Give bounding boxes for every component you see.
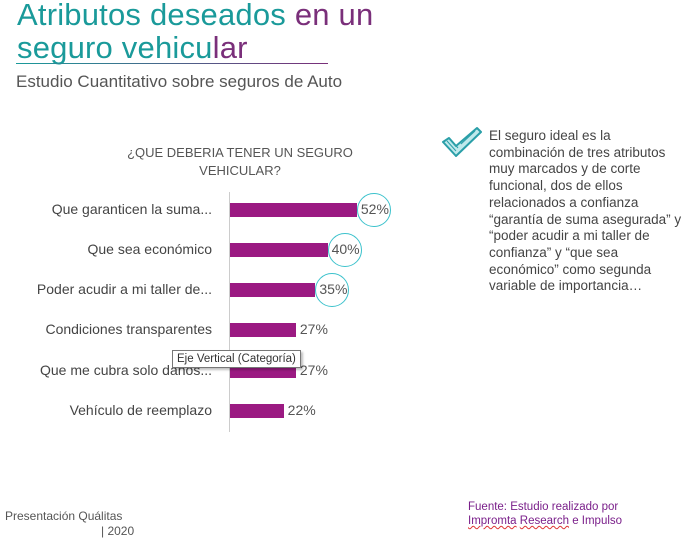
footer-text: Presentación Quálitas (5, 509, 123, 523)
footer-year: | 2020 (101, 524, 135, 538)
category-label: Que garanticen la suma... (51, 201, 212, 217)
vertical-axis[interactable] (229, 192, 230, 432)
bar[interactable] (230, 404, 284, 418)
bar[interactable] (230, 283, 316, 297)
source-text: Research (519, 515, 569, 527)
title-part: lar (212, 30, 248, 65)
source-text: Impromta (468, 515, 517, 527)
bar[interactable] (230, 243, 328, 257)
footer-presentation: Presentación Quálitas | 2020 (5, 509, 134, 539)
category-label: Que sea económico (87, 241, 212, 257)
bar[interactable] (230, 323, 296, 337)
highlight-circle (327, 233, 362, 267)
category-label: Que me cubra solo daños... (40, 362, 212, 378)
source-text: Fuente: Estudio realizado por (468, 501, 619, 513)
chart-title: ¿QUE DEBERIA TENER UN SEGURO VEHICULAR? (127, 145, 353, 178)
title-part: en un (294, 0, 374, 32)
category-label: Condiciones transparentes (45, 321, 212, 337)
subtitle: Estudio Cuantitativo sobre seguros de Au… (16, 72, 343, 91)
title-underline (16, 63, 328, 64)
bar[interactable] (230, 203, 357, 217)
data-label: 27% (299, 362, 328, 378)
highlight-circle (315, 273, 350, 307)
insight-text: El seguro ideal es la combinación de tre… (489, 128, 682, 294)
category-label: Poder acudir a mi taller de... (36, 281, 212, 297)
title-part: Atributos deseados (17, 0, 295, 32)
checkmark-icon (442, 127, 482, 157)
data-label: 27% (299, 321, 328, 337)
category-label: Vehículo de reemplazo (69, 402, 212, 418)
source-text: e Impulso (569, 515, 623, 527)
footer-source: Fuente: Estudio realizado por Impromta Re… (468, 500, 622, 528)
highlight-circle (356, 193, 391, 227)
tooltip: Eje Vertical (Categoría) (172, 350, 301, 368)
data-label: 22% (287, 402, 316, 418)
title-part: seguro vehicu (17, 30, 213, 65)
page-title: Atributos deseados en un seguro vehicular (17, 0, 373, 64)
